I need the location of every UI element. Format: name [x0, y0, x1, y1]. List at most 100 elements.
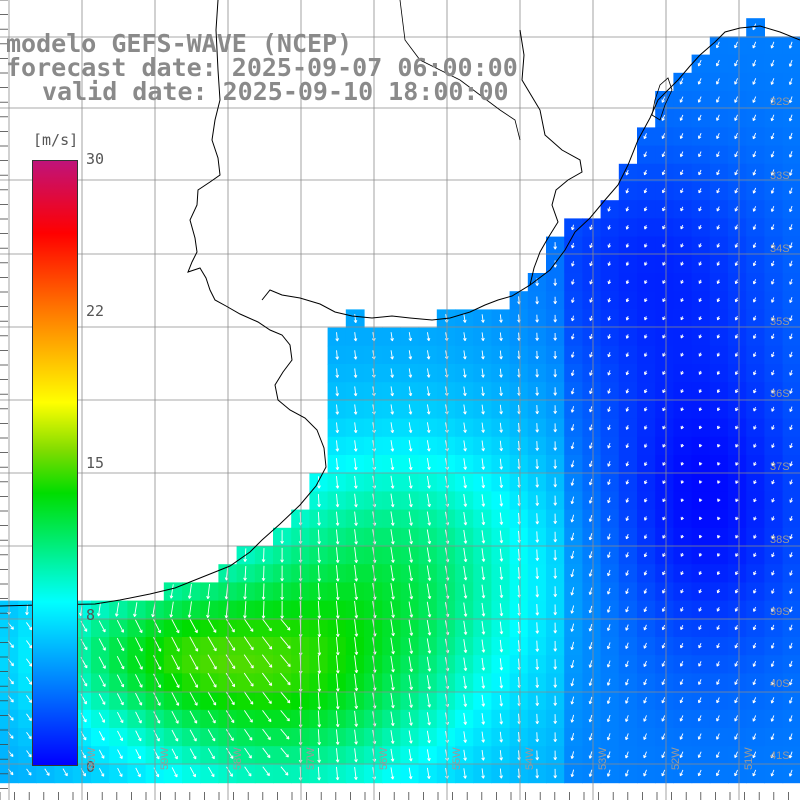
wind-arrow	[499, 695, 504, 707]
wind-arrow	[390, 475, 395, 489]
wind-cell	[746, 54, 765, 74]
latitude-label: 34S	[770, 243, 790, 255]
wind-arrow	[426, 675, 432, 690]
wind-arrow	[680, 334, 684, 339]
wind-arrow	[481, 548, 486, 562]
wind-arrow	[317, 600, 322, 619]
wind-arrow	[770, 132, 775, 140]
wind-arrow	[553, 314, 558, 323]
wind-arrow	[643, 570, 648, 576]
wind-arrow	[680, 352, 684, 357]
wind-arrow	[697, 715, 702, 722]
wind-arrow	[116, 712, 124, 724]
wind-cell	[564, 600, 583, 620]
wind-arrow	[535, 405, 539, 415]
wind-arrow	[716, 169, 720, 176]
wind-arrow	[335, 636, 340, 656]
wind-arrow	[789, 624, 793, 631]
wind-arrow	[771, 443, 775, 449]
longitude-label: 54W	[524, 747, 536, 770]
wind-arrow	[535, 332, 539, 341]
wind-arrow	[753, 552, 757, 558]
wind-arrow	[679, 114, 684, 121]
wind-arrow	[680, 570, 684, 576]
wind-arrow	[171, 729, 179, 742]
wind-arrow	[390, 601, 395, 618]
wind-arrow	[570, 442, 575, 450]
wind-arrow	[752, 260, 757, 267]
wind-arrow	[716, 607, 721, 612]
wind-arrow	[644, 316, 648, 321]
wind-arrow	[607, 297, 612, 303]
wind-arrow	[607, 479, 611, 485]
wind-arrow	[390, 529, 395, 545]
wind-arrow	[535, 459, 540, 470]
wind-arrow	[789, 515, 793, 522]
wind-cell	[91, 691, 110, 711]
wind-cell	[618, 728, 638, 747]
wind-arrow	[335, 511, 340, 526]
wind-arrow	[189, 691, 198, 706]
wind-arrow	[752, 151, 757, 158]
wind-arrow	[716, 224, 720, 230]
wind-arrow	[697, 114, 702, 121]
wind-cell	[782, 54, 800, 74]
wind-arrow	[535, 296, 539, 305]
wind-arrow	[280, 636, 291, 649]
wind-arrow	[243, 672, 254, 687]
wind-arrow	[462, 314, 467, 323]
wind-arrow	[243, 654, 254, 669]
wind-cell	[564, 637, 583, 656]
wind-cell	[746, 91, 765, 110]
wind-arrow	[606, 751, 611, 759]
wind-arrow	[716, 78, 720, 85]
wind-cell	[582, 473, 602, 492]
wind-arrow	[226, 766, 233, 777]
wind-cell	[182, 600, 201, 620]
wind-arrow	[98, 712, 105, 723]
wind-arrow	[662, 443, 666, 448]
wind-arrow	[679, 96, 684, 103]
wind-cell	[163, 691, 183, 711]
wind-arrow	[644, 479, 648, 485]
wind-arrow	[570, 678, 575, 687]
wind-cell	[746, 18, 765, 37]
wind-arrow	[426, 493, 431, 508]
wind-arrow	[317, 729, 322, 746]
wind-arrow	[570, 532, 575, 541]
wind-cell	[254, 655, 274, 674]
wind-arrow	[463, 657, 468, 671]
wind-arrow	[716, 132, 720, 140]
wind-arrow	[280, 728, 290, 740]
wind-arrow	[426, 693, 432, 708]
wind-arrow	[697, 751, 702, 758]
wind-arrow	[408, 422, 413, 434]
wind-cell	[564, 764, 583, 784]
wind-arrow	[408, 693, 413, 708]
forecast-date: forecast date: 2025-09-07 06:00:00	[6, 53, 518, 82]
wind-cell	[673, 764, 693, 784]
wind-arrow	[553, 441, 558, 451]
wind-arrow	[789, 461, 793, 467]
wind-arrow	[734, 132, 738, 140]
wind-arrow	[662, 425, 666, 430]
wind-arrow	[481, 512, 486, 526]
wind-arrow	[98, 620, 106, 633]
wind-arrow	[644, 425, 648, 430]
wind-cell	[782, 127, 800, 147]
wind-arrow	[644, 461, 648, 467]
wind-arrow	[408, 350, 413, 360]
wind-arrow	[643, 660, 647, 667]
wind-arrow	[715, 769, 720, 777]
wind-arrow	[463, 749, 467, 761]
wind-cell	[436, 637, 456, 656]
wind-arrow	[716, 679, 720, 685]
wind-cell	[254, 746, 274, 765]
wind-cell	[564, 364, 583, 383]
wind-arrow	[481, 386, 485, 397]
wind-cell	[728, 709, 747, 729]
wind-arrow	[680, 316, 684, 321]
wind-arrow	[770, 59, 775, 67]
wind-arrow	[643, 188, 648, 194]
wind-arrow	[752, 206, 757, 212]
